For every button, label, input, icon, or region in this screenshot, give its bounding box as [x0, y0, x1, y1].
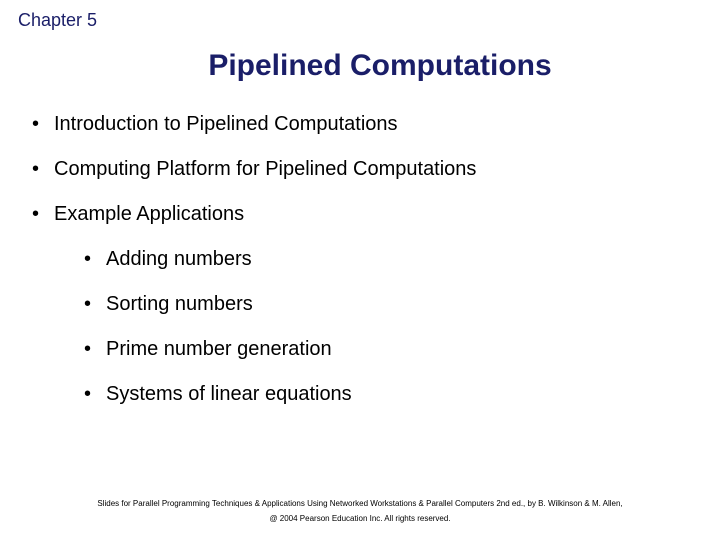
list-item: Computing Platform for Pipelined Computa…	[32, 158, 702, 181]
list-item: Introduction to Pipelined Computations	[32, 113, 702, 136]
footer-attribution: Slides for Parallel Programming Techniqu…	[0, 497, 720, 526]
list-item: Sorting numbers	[84, 293, 702, 316]
list-item: Example Applications Adding numbers Sort…	[32, 203, 702, 406]
sub-bullet-list: Adding numbers Sorting numbers Prime num…	[54, 248, 702, 406]
list-item: Adding numbers	[84, 248, 702, 271]
footer-line: @ 2004 Pearson Education Inc. All rights…	[0, 512, 720, 526]
bullet-list: Introduction to Pipelined Computations C…	[18, 113, 702, 406]
list-item: Systems of linear equations	[84, 383, 702, 406]
list-item-label: Example Applications	[54, 203, 244, 225]
list-item: Prime number generation	[84, 338, 702, 361]
footer-line: Slides for Parallel Programming Techniqu…	[0, 497, 720, 511]
chapter-label: Chapter 5	[18, 10, 702, 31]
page-title: Pipelined Computations	[18, 49, 702, 83]
